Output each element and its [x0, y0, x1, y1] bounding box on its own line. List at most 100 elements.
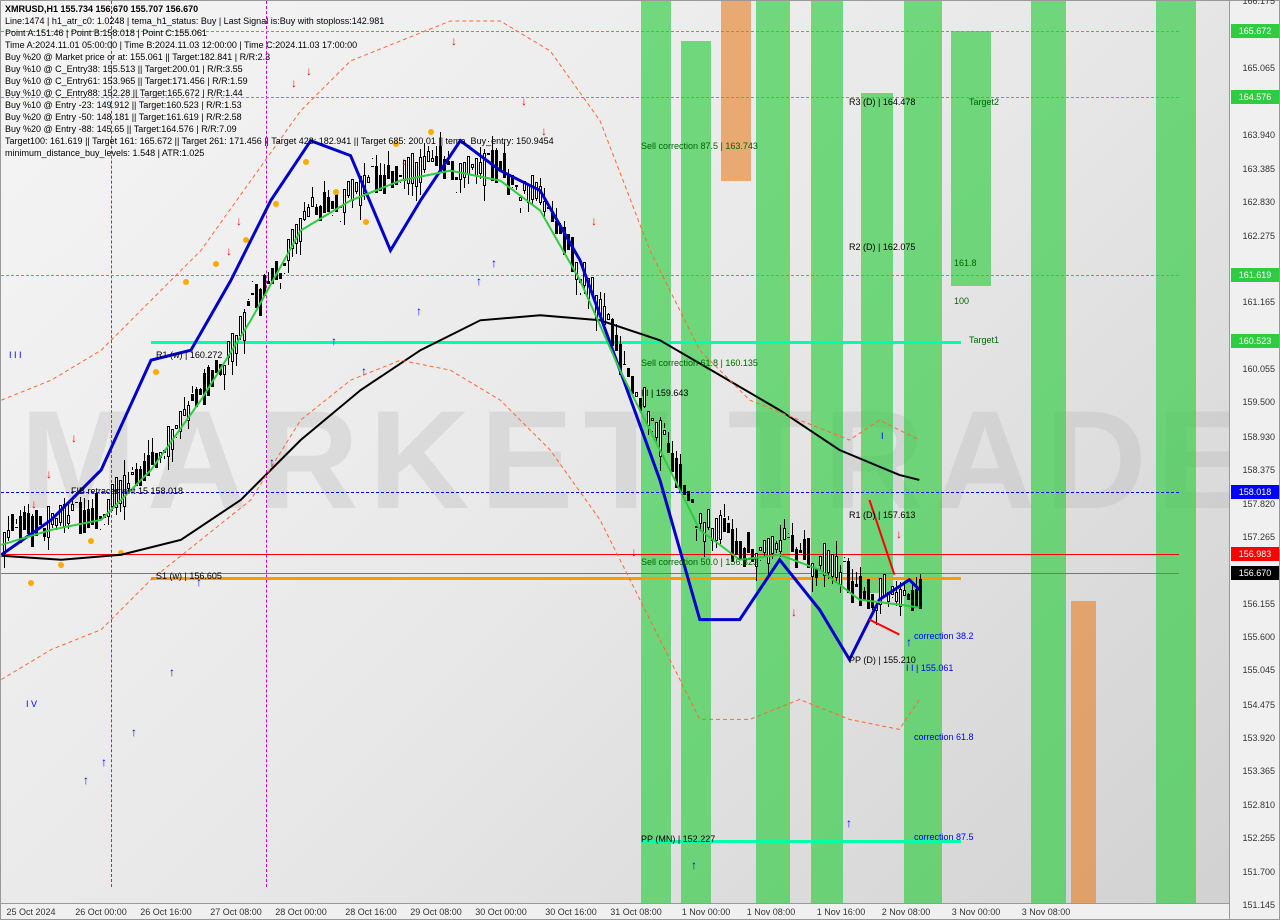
y-tick: 158.375: [1242, 465, 1275, 475]
info-line: Buy %20 @ Entry -50: 148.181 || Target:1…: [5, 111, 554, 123]
down-arrow-icon: ↓: [71, 431, 77, 445]
signal-dot: [333, 189, 339, 195]
level-label: R3 (D) | 164.478: [849, 97, 915, 107]
level-label: R2 (D) | 162.075: [849, 242, 915, 252]
horizontal-line: [1, 554, 1179, 555]
y-marker: 160.523: [1231, 334, 1279, 348]
down-arrow-icon: ↓: [591, 214, 597, 228]
info-line: Target100: 161.619 || Target 161: 165.67…: [5, 135, 554, 147]
level-label: Sell correction 61.8 | 160.135: [641, 358, 758, 368]
level-label: S1 (w) | 156.605: [156, 571, 222, 581]
y-tick: 162.275: [1242, 231, 1275, 241]
y-axis: 166.175165.672165.065164.576163.940163.3…: [1229, 1, 1279, 919]
up-arrow-icon: ↑: [131, 725, 137, 739]
green-zone: [951, 31, 991, 286]
up-arrow-icon: ↑: [196, 575, 202, 589]
level-label: I: [881, 431, 884, 441]
horizontal-line: [1, 275, 1179, 276]
x-tick: 28 Oct 00:00: [275, 907, 327, 917]
info-line: Line:1474 | h1_atr_c0: 1.0248 | tema_h1_…: [5, 15, 554, 27]
x-tick: 26 Oct 00:00: [75, 907, 127, 917]
x-tick: 25 Oct 2024: [6, 907, 55, 917]
y-tick: 160.055: [1242, 364, 1275, 374]
level-label: 161.8: [954, 258, 977, 268]
signal-dot: [28, 580, 34, 586]
y-marker: 156.670: [1231, 566, 1279, 580]
x-tick: 1 Nov 16:00: [817, 907, 866, 917]
down-arrow-icon: ↓: [236, 214, 242, 228]
info-line: Point A:151.46 | Point B:158.018 | Point…: [5, 27, 554, 39]
info-line: Time A:2024.11.01 05:00:00 | Time B:2024…: [5, 39, 554, 51]
y-tick: 163.385: [1242, 164, 1275, 174]
horizontal-line: [151, 341, 961, 344]
x-tick: 3 Nov 00:00: [952, 907, 1001, 917]
up-arrow-icon: ↑: [416, 304, 422, 318]
down-arrow-icon: ↓: [631, 545, 637, 559]
signal-dot: [213, 261, 219, 267]
y-marker: 165.672: [1231, 24, 1279, 38]
up-arrow-icon: ↑: [269, 455, 275, 469]
up-arrow-icon: ↑: [846, 816, 852, 830]
y-tick: 163.940: [1242, 130, 1275, 140]
x-tick: 31 Oct 08:00: [610, 907, 662, 917]
down-arrow-icon: ↓: [46, 467, 52, 481]
level-label: R1 (D) | 157.613: [849, 510, 915, 520]
level-label: I I I: [9, 350, 22, 360]
x-tick: 2 Nov 08:00: [882, 907, 931, 917]
signal-dot: [243, 237, 249, 243]
up-arrow-icon: ↑: [476, 274, 482, 288]
down-arrow-icon: ↓: [31, 497, 37, 511]
x-tick: 27 Oct 08:00: [210, 907, 262, 917]
info-line: Buy %10 @ C_Entry88: 152.28 || Target:16…: [5, 87, 554, 99]
green-zone: [904, 1, 942, 903]
y-tick: 154.475: [1242, 700, 1275, 710]
y-tick: 159.500: [1242, 397, 1275, 407]
y-tick: 151.145: [1242, 900, 1275, 910]
x-tick: 3 Nov 08:00: [1022, 907, 1071, 917]
chart-container[interactable]: MARKET TRADE ↓↓↓↑↑↑↑↑↓↓↑↓↓↑↑↓↑↓↑↑↓↓↓↓↑↓↑…: [0, 0, 1280, 920]
y-tick: 165.065: [1242, 63, 1275, 73]
level-label: I V: [26, 699, 37, 709]
up-arrow-icon: ↑: [906, 635, 912, 649]
level-label: Target1: [969, 335, 999, 345]
y-tick: 156.155: [1242, 599, 1275, 609]
level-label: FIB retracement 15 158.018: [71, 486, 183, 496]
y-tick: 153.365: [1242, 766, 1275, 776]
y-tick: 161.165: [1242, 297, 1275, 307]
y-tick: 155.600: [1242, 632, 1275, 642]
info-line: Buy %10 @ Entry -23: 149.912 || Target:1…: [5, 99, 554, 111]
y-tick: 152.255: [1242, 833, 1275, 843]
x-tick: 1 Nov 08:00: [747, 907, 796, 917]
level-label: Sell correction 50.0 | 156.823: [641, 557, 758, 567]
level-label: Sell correction 87.5 | 163.743: [641, 141, 758, 151]
y-marker: 161.619: [1231, 268, 1279, 282]
y-tick: 166.175: [1242, 0, 1275, 6]
signal-dot: [363, 219, 369, 225]
x-tick: 26 Oct 16:00: [140, 907, 192, 917]
level-label: I I | 155.061: [906, 663, 953, 673]
x-tick: 1 Nov 00:00: [682, 907, 731, 917]
signal-dot: [58, 562, 64, 568]
y-tick: 162.830: [1242, 197, 1275, 207]
y-tick: 157.265: [1242, 532, 1275, 542]
y-tick: 158.930: [1242, 432, 1275, 442]
info-block: XMRUSD,H1 155.734 156.670 155.707 156.67…: [5, 3, 554, 159]
info-line: Buy %10 @ C_Entry61: 153.965 || Target:1…: [5, 75, 554, 87]
orange-zone: [1071, 601, 1096, 903]
up-arrow-icon: ↑: [101, 755, 107, 769]
signal-dot: [183, 279, 189, 285]
y-marker: 158.018: [1231, 485, 1279, 499]
green-zone: [681, 41, 711, 903]
level-label: Target2: [969, 97, 999, 107]
info-line: minimum_distance_buy_levels: 1.548 | ATR…: [5, 147, 554, 159]
level-label: correction 87.5: [914, 832, 974, 842]
green-zone: [811, 1, 843, 903]
y-tick: 151.700: [1242, 867, 1275, 877]
y-tick: 153.920: [1242, 733, 1275, 743]
y-tick: 157.820: [1242, 499, 1275, 509]
up-arrow-icon: ↑: [331, 334, 337, 348]
orange-zone: [721, 1, 751, 181]
down-arrow-icon: ↓: [226, 244, 232, 258]
level-label: PP (MN) | 152.227: [641, 834, 715, 844]
level-label: I I | 159.643: [641, 388, 688, 398]
